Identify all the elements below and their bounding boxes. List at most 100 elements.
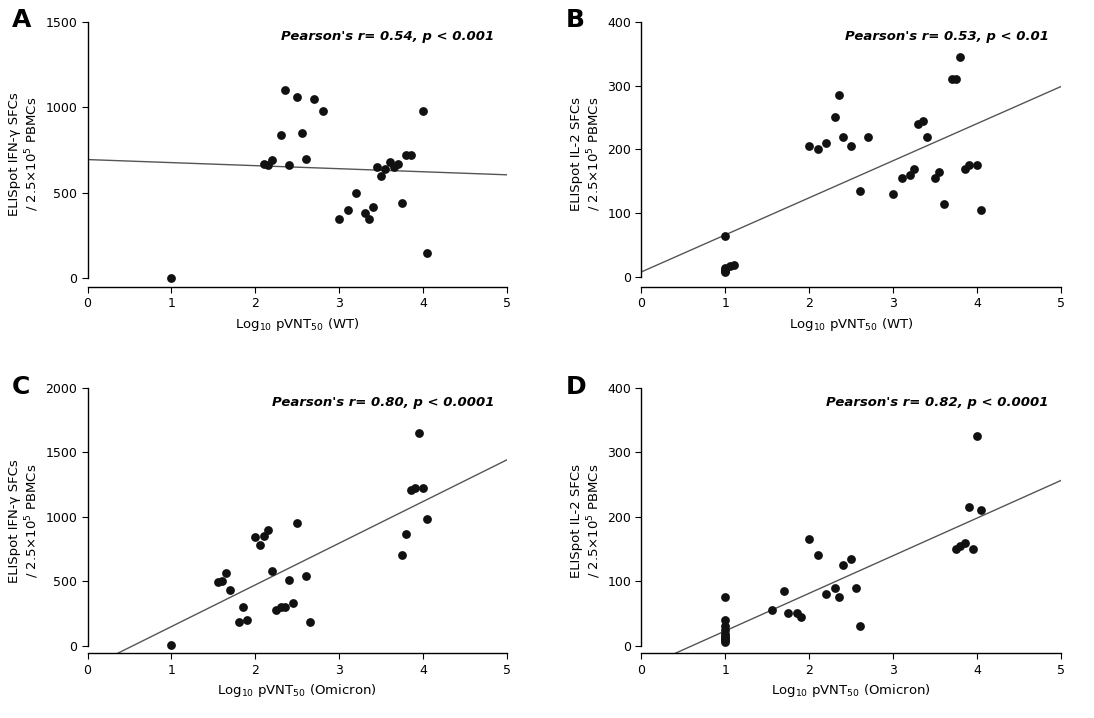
Point [376, 163, 394, 174]
Point [835, 131, 852, 142]
Point [289, 91, 306, 103]
Point [943, 73, 961, 85]
Point [293, 127, 311, 139]
Point [947, 544, 965, 555]
Point [717, 264, 734, 276]
Point [717, 632, 734, 643]
Point [927, 172, 944, 184]
Point [301, 617, 318, 628]
Point [817, 137, 835, 149]
Point [851, 185, 869, 197]
Point [373, 170, 391, 182]
Point [860, 131, 877, 142]
X-axis label: Log$_{10}$ pVNT$_{50}$ (WT): Log$_{10}$ pVNT$_{50}$ (WT) [789, 316, 913, 333]
Point [851, 620, 869, 632]
Point [284, 597, 302, 609]
Point [394, 550, 411, 561]
Point [238, 614, 256, 625]
Point [296, 153, 314, 164]
Point [230, 617, 247, 628]
Point [419, 247, 437, 258]
Point [401, 484, 419, 495]
Point [717, 630, 734, 642]
Point [817, 588, 835, 600]
Point [415, 482, 432, 494]
Point [213, 575, 231, 587]
Y-axis label: ELISpot IL-2 SFCs
/ 2.5×10$^{5}$ PBMCs: ELISpot IL-2 SFCs / 2.5×10$^{5}$ PBMCs [570, 97, 603, 211]
Point [717, 592, 734, 603]
Point [398, 149, 416, 161]
Point [246, 531, 264, 543]
Point [271, 601, 289, 612]
Point [847, 582, 864, 593]
Point [389, 158, 407, 169]
Point [255, 158, 272, 169]
Point [264, 565, 281, 577]
Text: Pearson's r= 0.54, p < 0.001: Pearson's r= 0.54, p < 0.001 [281, 29, 494, 42]
Point [826, 582, 843, 593]
Point [792, 611, 810, 623]
Text: A: A [12, 9, 32, 32]
Point [901, 169, 919, 181]
Point [776, 585, 793, 597]
Point [209, 577, 226, 588]
Point [906, 163, 923, 174]
Point [289, 518, 306, 529]
Point [721, 260, 738, 271]
Text: D: D [566, 375, 586, 398]
Point [218, 568, 235, 579]
Text: Pearson's r= 0.53, p < 0.01: Pearson's r= 0.53, p < 0.01 [845, 29, 1048, 42]
Point [717, 628, 734, 640]
Point [276, 601, 293, 612]
Point [968, 431, 986, 442]
Point [913, 115, 931, 126]
Point [717, 633, 734, 645]
Point [801, 141, 818, 152]
Point [717, 614, 734, 625]
Point [947, 73, 965, 85]
Point [369, 162, 386, 173]
Point [255, 531, 272, 542]
Point [259, 524, 277, 536]
Point [271, 129, 289, 140]
Point [259, 159, 277, 171]
Point [780, 607, 798, 619]
Point [348, 187, 365, 199]
Point [381, 157, 398, 168]
Point [956, 537, 974, 549]
Text: B: B [566, 9, 585, 32]
Point [961, 159, 978, 171]
Point [842, 141, 860, 152]
Point [931, 166, 948, 177]
Point [401, 149, 419, 161]
Point [280, 574, 298, 586]
Point [910, 118, 928, 130]
Point [314, 105, 331, 116]
Point [360, 213, 377, 224]
Point [717, 262, 734, 274]
Point [330, 213, 348, 224]
Point [163, 639, 181, 651]
Point [410, 427, 428, 439]
Point [296, 570, 314, 582]
Point [918, 131, 935, 142]
Point [717, 620, 734, 632]
Point [835, 559, 852, 571]
Point [356, 208, 373, 219]
Point [885, 189, 903, 200]
Point [810, 550, 827, 561]
Y-axis label: ELISpot IFN-γ SFCs
/ 2.5×10$^{5}$ PBMCs: ELISpot IFN-γ SFCs / 2.5×10$^{5}$ PBMCs [8, 459, 42, 582]
Point [717, 266, 734, 278]
Text: C: C [12, 375, 31, 398]
Point [893, 172, 910, 184]
Point [280, 159, 298, 171]
Point [952, 540, 969, 551]
Point [385, 162, 403, 173]
Y-axis label: ELISpot IFN-γ SFCs
/ 2.5×10$^{5}$ PBMCs: ELISpot IFN-γ SFCs / 2.5×10$^{5}$ PBMCs [8, 93, 42, 216]
Point [339, 204, 357, 215]
Point [973, 205, 990, 216]
Point [842, 553, 860, 564]
Point [717, 265, 734, 276]
Point [968, 159, 986, 171]
Point [163, 272, 181, 284]
